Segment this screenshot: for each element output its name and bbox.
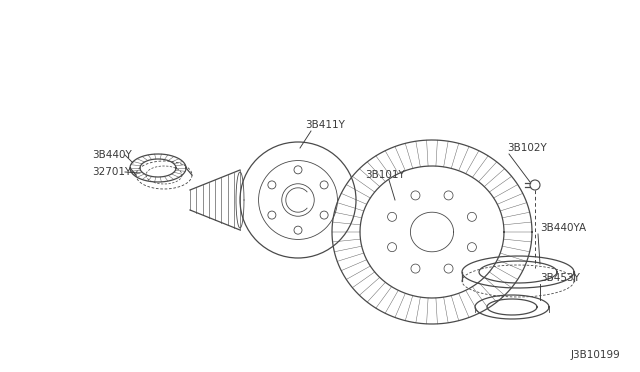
Text: 3B440YA: 3B440YA	[540, 223, 586, 233]
Text: 3B440Y: 3B440Y	[92, 150, 132, 160]
Text: 32701Y: 32701Y	[92, 167, 131, 177]
Text: 3B102Y: 3B102Y	[507, 143, 547, 153]
Text: 3B453Y: 3B453Y	[540, 273, 580, 283]
Text: 3B411Y: 3B411Y	[305, 120, 345, 130]
Text: 3B101Y: 3B101Y	[365, 170, 404, 180]
Text: J3B10199: J3B10199	[570, 350, 620, 360]
